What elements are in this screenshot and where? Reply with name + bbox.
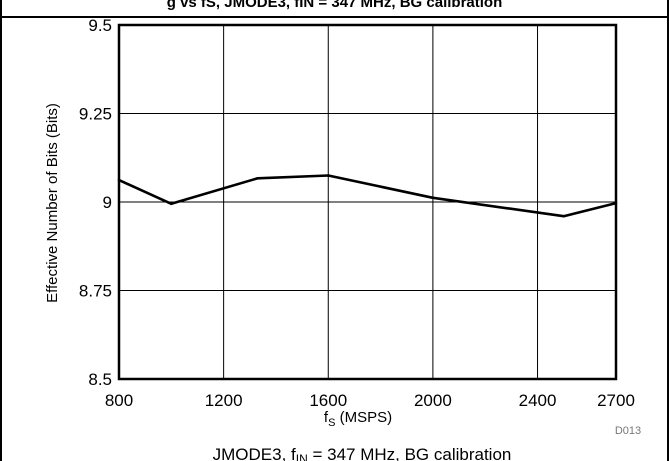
data-point — [562, 214, 565, 218]
caption-subscript: IN — [296, 452, 308, 461]
y-tick-label: 9 — [103, 193, 112, 212]
figure-id-label: D013 — [615, 425, 641, 437]
tick-labels: 800 1200 1600 2000 2400 2700 8.5 8.75 9 9.25 9.5 — [79, 16, 635, 410]
x-axis-label-subscript: S — [328, 417, 335, 429]
data-point — [431, 196, 435, 200]
caption-rest: = 347 MHz, BG calibration — [308, 445, 512, 461]
x-tick-label: 2700 — [597, 391, 635, 410]
x-tick-label: 2400 — [519, 391, 557, 410]
x-axis-label: fS (MSPS) — [324, 409, 392, 429]
y-axis-label: Effective Number of Bits (Bits) — [44, 103, 61, 303]
x-tick-label: 1200 — [205, 391, 243, 410]
x-tick-label: 800 — [105, 391, 133, 410]
y-tick-label: 8.5 — [88, 370, 112, 389]
x-axis-label-main: f — [324, 409, 329, 426]
y-tick-label: 9.25 — [79, 105, 112, 124]
data-layer — [117, 174, 618, 218]
chart-caption: JMODE3, fIN = 347 MHz, BG calibration — [213, 445, 512, 461]
grid-lines — [119, 25, 616, 379]
x-tick-label: 1600 — [309, 391, 347, 410]
plot-frame — [117, 23, 618, 381]
data-point — [170, 202, 173, 206]
data-point — [256, 176, 259, 180]
chart-title-strip: g vs fS, JMODE3, fIN = 347 MHz, BG calib… — [2, 0, 667, 18]
enob-series-line — [118, 174, 617, 218]
caption-main: JMODE3, f — [213, 445, 296, 461]
x-tick-label: 2000 — [414, 391, 452, 410]
x-axis-label-rest: (MSPS) — [335, 409, 392, 426]
y-tick-label: 9.5 — [88, 16, 112, 35]
data-point — [326, 174, 330, 177]
chart-title: g vs fS, JMODE3, fIN = 347 MHz, BG calib… — [166, 0, 503, 11]
y-tick-label: 8.75 — [79, 282, 112, 301]
